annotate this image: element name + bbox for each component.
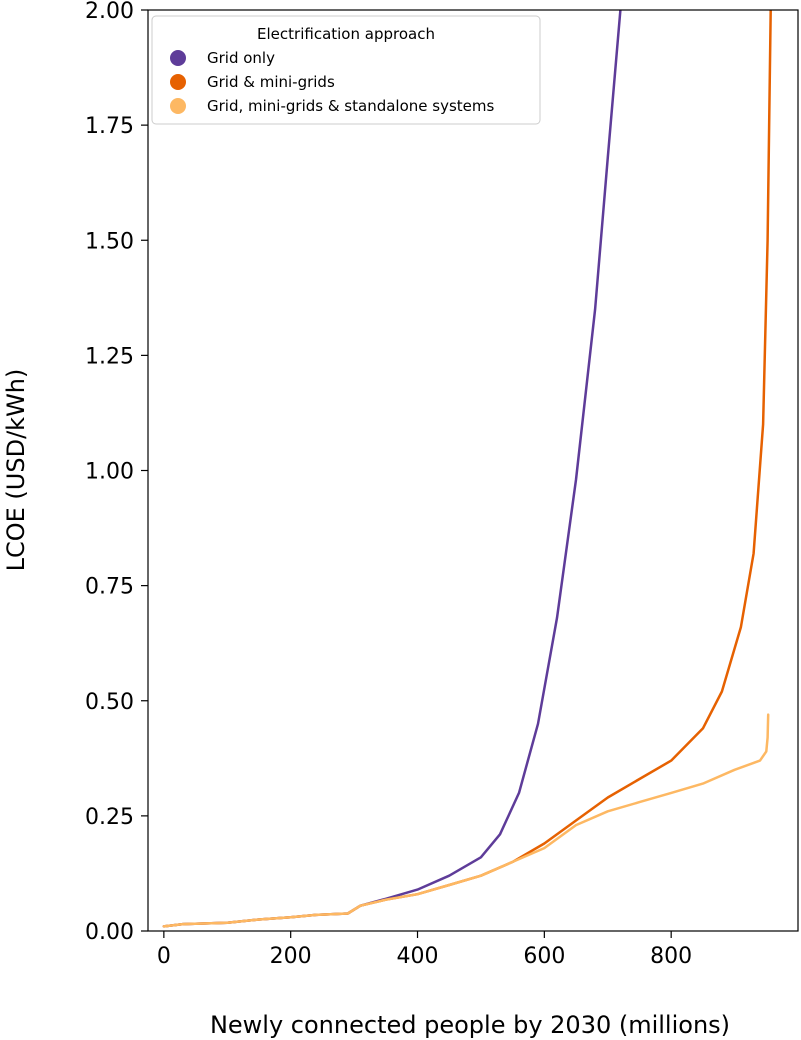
x-tick-label: 0 bbox=[157, 944, 171, 969]
series-layer bbox=[162, 10, 772, 928]
y-axis-title: LCOE (USD/kWh) bbox=[2, 369, 30, 572]
y-tick-label: 1.75 bbox=[85, 114, 134, 139]
legend-label: Grid, mini-grids & standalone systems bbox=[207, 97, 494, 115]
y-tick-label: 1.25 bbox=[85, 344, 134, 369]
legend: Electrification approach Grid only Grid &… bbox=[151, 15, 541, 125]
y-tick-label: 1.50 bbox=[85, 229, 134, 254]
x-tick-label: 600 bbox=[523, 944, 565, 969]
legend-title: Electrification approach bbox=[257, 25, 435, 43]
legend-label: Grid & mini-grids bbox=[207, 73, 335, 91]
plot-frame bbox=[147, 9, 799, 932]
y-tick-label: 1.00 bbox=[85, 460, 134, 485]
x-tick-label: 400 bbox=[397, 944, 439, 969]
series-line-0 bbox=[162, 10, 622, 928]
legend-entries: Grid only Grid & mini-grids Grid, mini-gri… bbox=[170, 49, 494, 115]
legend-frame bbox=[151, 15, 541, 125]
x-axis: 0 200 400 600 800 bbox=[157, 931, 692, 969]
legend-marker bbox=[170, 50, 186, 66]
x-axis-title: Newly connected people by 2030 (millions… bbox=[210, 1011, 730, 1039]
x-tick-label: 800 bbox=[650, 944, 692, 969]
legend-marker bbox=[170, 98, 186, 114]
y-tick-label: 0.75 bbox=[85, 575, 134, 600]
y-tick-label: 0.25 bbox=[85, 805, 134, 830]
legend-label: Grid only bbox=[207, 49, 275, 67]
y-axis: 0.00 0.25 0.50 0.75 1.00 1.25 1.50 1.75 2.00 bbox=[85, 0, 148, 945]
y-tick-label: 0.00 bbox=[85, 920, 134, 945]
legend-marker bbox=[170, 74, 186, 90]
series-line-1 bbox=[162, 10, 772, 928]
x-tick-label: 200 bbox=[270, 944, 312, 969]
y-tick-label: 0.50 bbox=[85, 690, 134, 715]
y-tick-label: 2.00 bbox=[85, 0, 134, 24]
series-line-2 bbox=[162, 713, 770, 928]
